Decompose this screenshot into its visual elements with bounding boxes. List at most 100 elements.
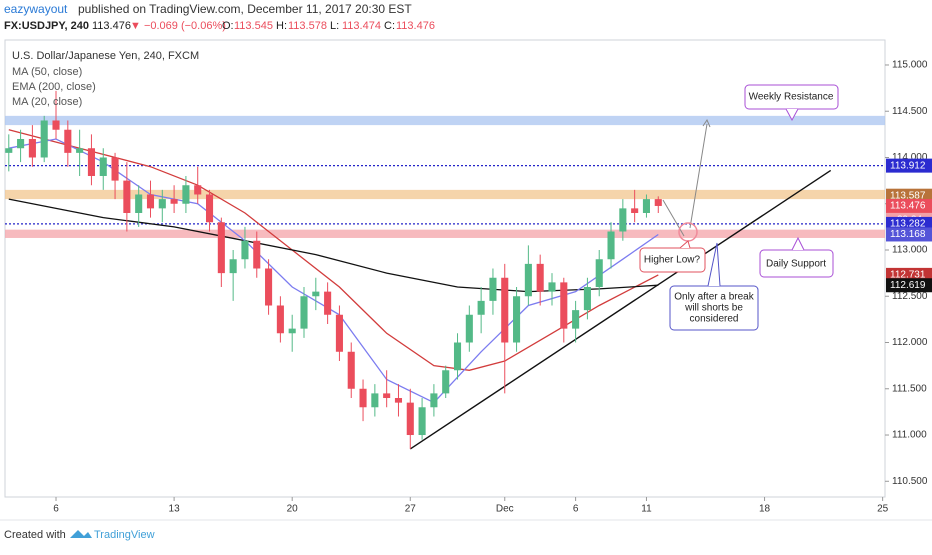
y-tick-label: 112.500 [892, 291, 928, 302]
candle-body [371, 393, 379, 408]
candle-body [595, 259, 603, 288]
zone [5, 189, 885, 200]
candle-body [229, 259, 237, 274]
candle-body [406, 402, 414, 436]
candles [5, 90, 662, 449]
price-tag-label: 113.587 [890, 190, 926, 201]
zones [5, 115, 885, 238]
quote-text: 113.474 [342, 20, 381, 32]
candle-body [513, 296, 521, 343]
candle-body [383, 393, 391, 399]
callout-pointer [679, 240, 691, 249]
candle-body [17, 138, 25, 149]
candle-body [524, 263, 532, 297]
candle-body [265, 268, 273, 306]
candle-body [288, 328, 296, 334]
candle-body [442, 370, 450, 394]
legend: MA (50, close) EMA (200, close) MA (20, cl… [12, 66, 96, 108]
quote-text: 113.476 [92, 20, 131, 32]
author[interactable]: eazywayout [4, 2, 68, 16]
candle-body [312, 291, 320, 297]
y-tick-label: 112.000 [892, 337, 928, 348]
candle-body [654, 199, 662, 206]
callout [639, 247, 706, 273]
candle-body [135, 194, 143, 213]
price-tag-label: 112.619 [890, 280, 926, 291]
candle-body [5, 148, 13, 153]
x-tick-label: 20 [287, 504, 299, 515]
candle-body [276, 305, 284, 334]
candle-body [501, 277, 509, 343]
callout-text: considered [690, 314, 739, 325]
candle-body [194, 185, 202, 195]
quote-text: ▼ −0.069 (−0.06%) [130, 20, 226, 32]
candle-body [465, 314, 473, 343]
candle-body [300, 296, 308, 329]
callout-text: Weekly Resistance [749, 92, 834, 103]
price-tag-label: 113.168 [890, 229, 926, 240]
candle-body [359, 388, 367, 408]
quote-line: FX:USDJPY, 240 113.476 ▼ −0.069 (−0.06%)O:… [4, 20, 435, 32]
x-tick-label: 18 [759, 504, 771, 515]
zone [5, 229, 885, 238]
plot-frame [4, 39, 886, 498]
price-tag-label: 113.476 [890, 201, 926, 212]
candle-body [28, 138, 36, 158]
y-tick-label: 111.000 [892, 430, 927, 441]
price-tag-label: 113.282 [890, 219, 926, 230]
candle-body [418, 407, 426, 436]
price-tag [886, 216, 932, 231]
candle-body [40, 120, 48, 158]
callout-text: Only after a break [674, 292, 754, 303]
candle-body [548, 282, 556, 292]
logo [70, 530, 92, 538]
quote-text: C: [384, 20, 395, 32]
candle-body [158, 199, 166, 209]
quote-text: L: [330, 20, 339, 32]
callout-pointer [791, 236, 805, 251]
quote-text: 113.578 [288, 20, 327, 32]
y-tick-label: 113.000 [892, 245, 928, 256]
quote-text: 113.545 [234, 20, 273, 32]
chart-title: U.S. Dollar/Japanese Yen, 240, FXCM [12, 50, 199, 62]
indicator-line [409, 169, 832, 450]
y-tick-label: 111.500 [892, 383, 927, 394]
callout-pointer [707, 242, 721, 287]
arrow-head [702, 118, 711, 128]
x-tick-label: 6 [573, 504, 579, 515]
candle-body [123, 180, 131, 213]
candle-body [87, 148, 95, 176]
x-tick-label: Dec [496, 504, 514, 515]
candle-body [477, 300, 485, 315]
candle-body [631, 208, 639, 213]
x-tick-label: 6 [53, 504, 59, 515]
arrow [689, 123, 708, 229]
price-tag [886, 158, 932, 173]
candle-body [572, 310, 580, 329]
candle-body [335, 314, 343, 352]
candle-body [560, 282, 568, 329]
callout-text: will shorts be [684, 303, 743, 314]
x-tick-label: 25 [877, 504, 889, 515]
candle-body [489, 277, 497, 301]
arrow [662, 199, 685, 237]
y-tick-label: 110.500 [892, 476, 928, 487]
price-tag [886, 198, 932, 213]
x-tick-label: 27 [405, 504, 417, 515]
candle-body [76, 148, 84, 153]
quote-text: H: [276, 20, 287, 32]
footer-brand[interactable]: TradingView [94, 529, 155, 541]
quote-text: 113.476 [396, 20, 435, 32]
candle-body [324, 291, 332, 315]
candle-body [99, 157, 107, 176]
y-tick-label: 115.000 [892, 60, 928, 71]
price-tag [886, 227, 932, 242]
candle-body [146, 194, 155, 209]
published: published on TradingView.com, December 1… [78, 2, 412, 16]
candle-body [205, 194, 214, 223]
price-tag [886, 278, 932, 293]
axes: 110.500 111.000 111.500 112.000 112.500 113.0… [53, 60, 932, 515]
candle-body [394, 398, 403, 403]
candle-body [253, 240, 261, 269]
candle-body [241, 240, 249, 260]
